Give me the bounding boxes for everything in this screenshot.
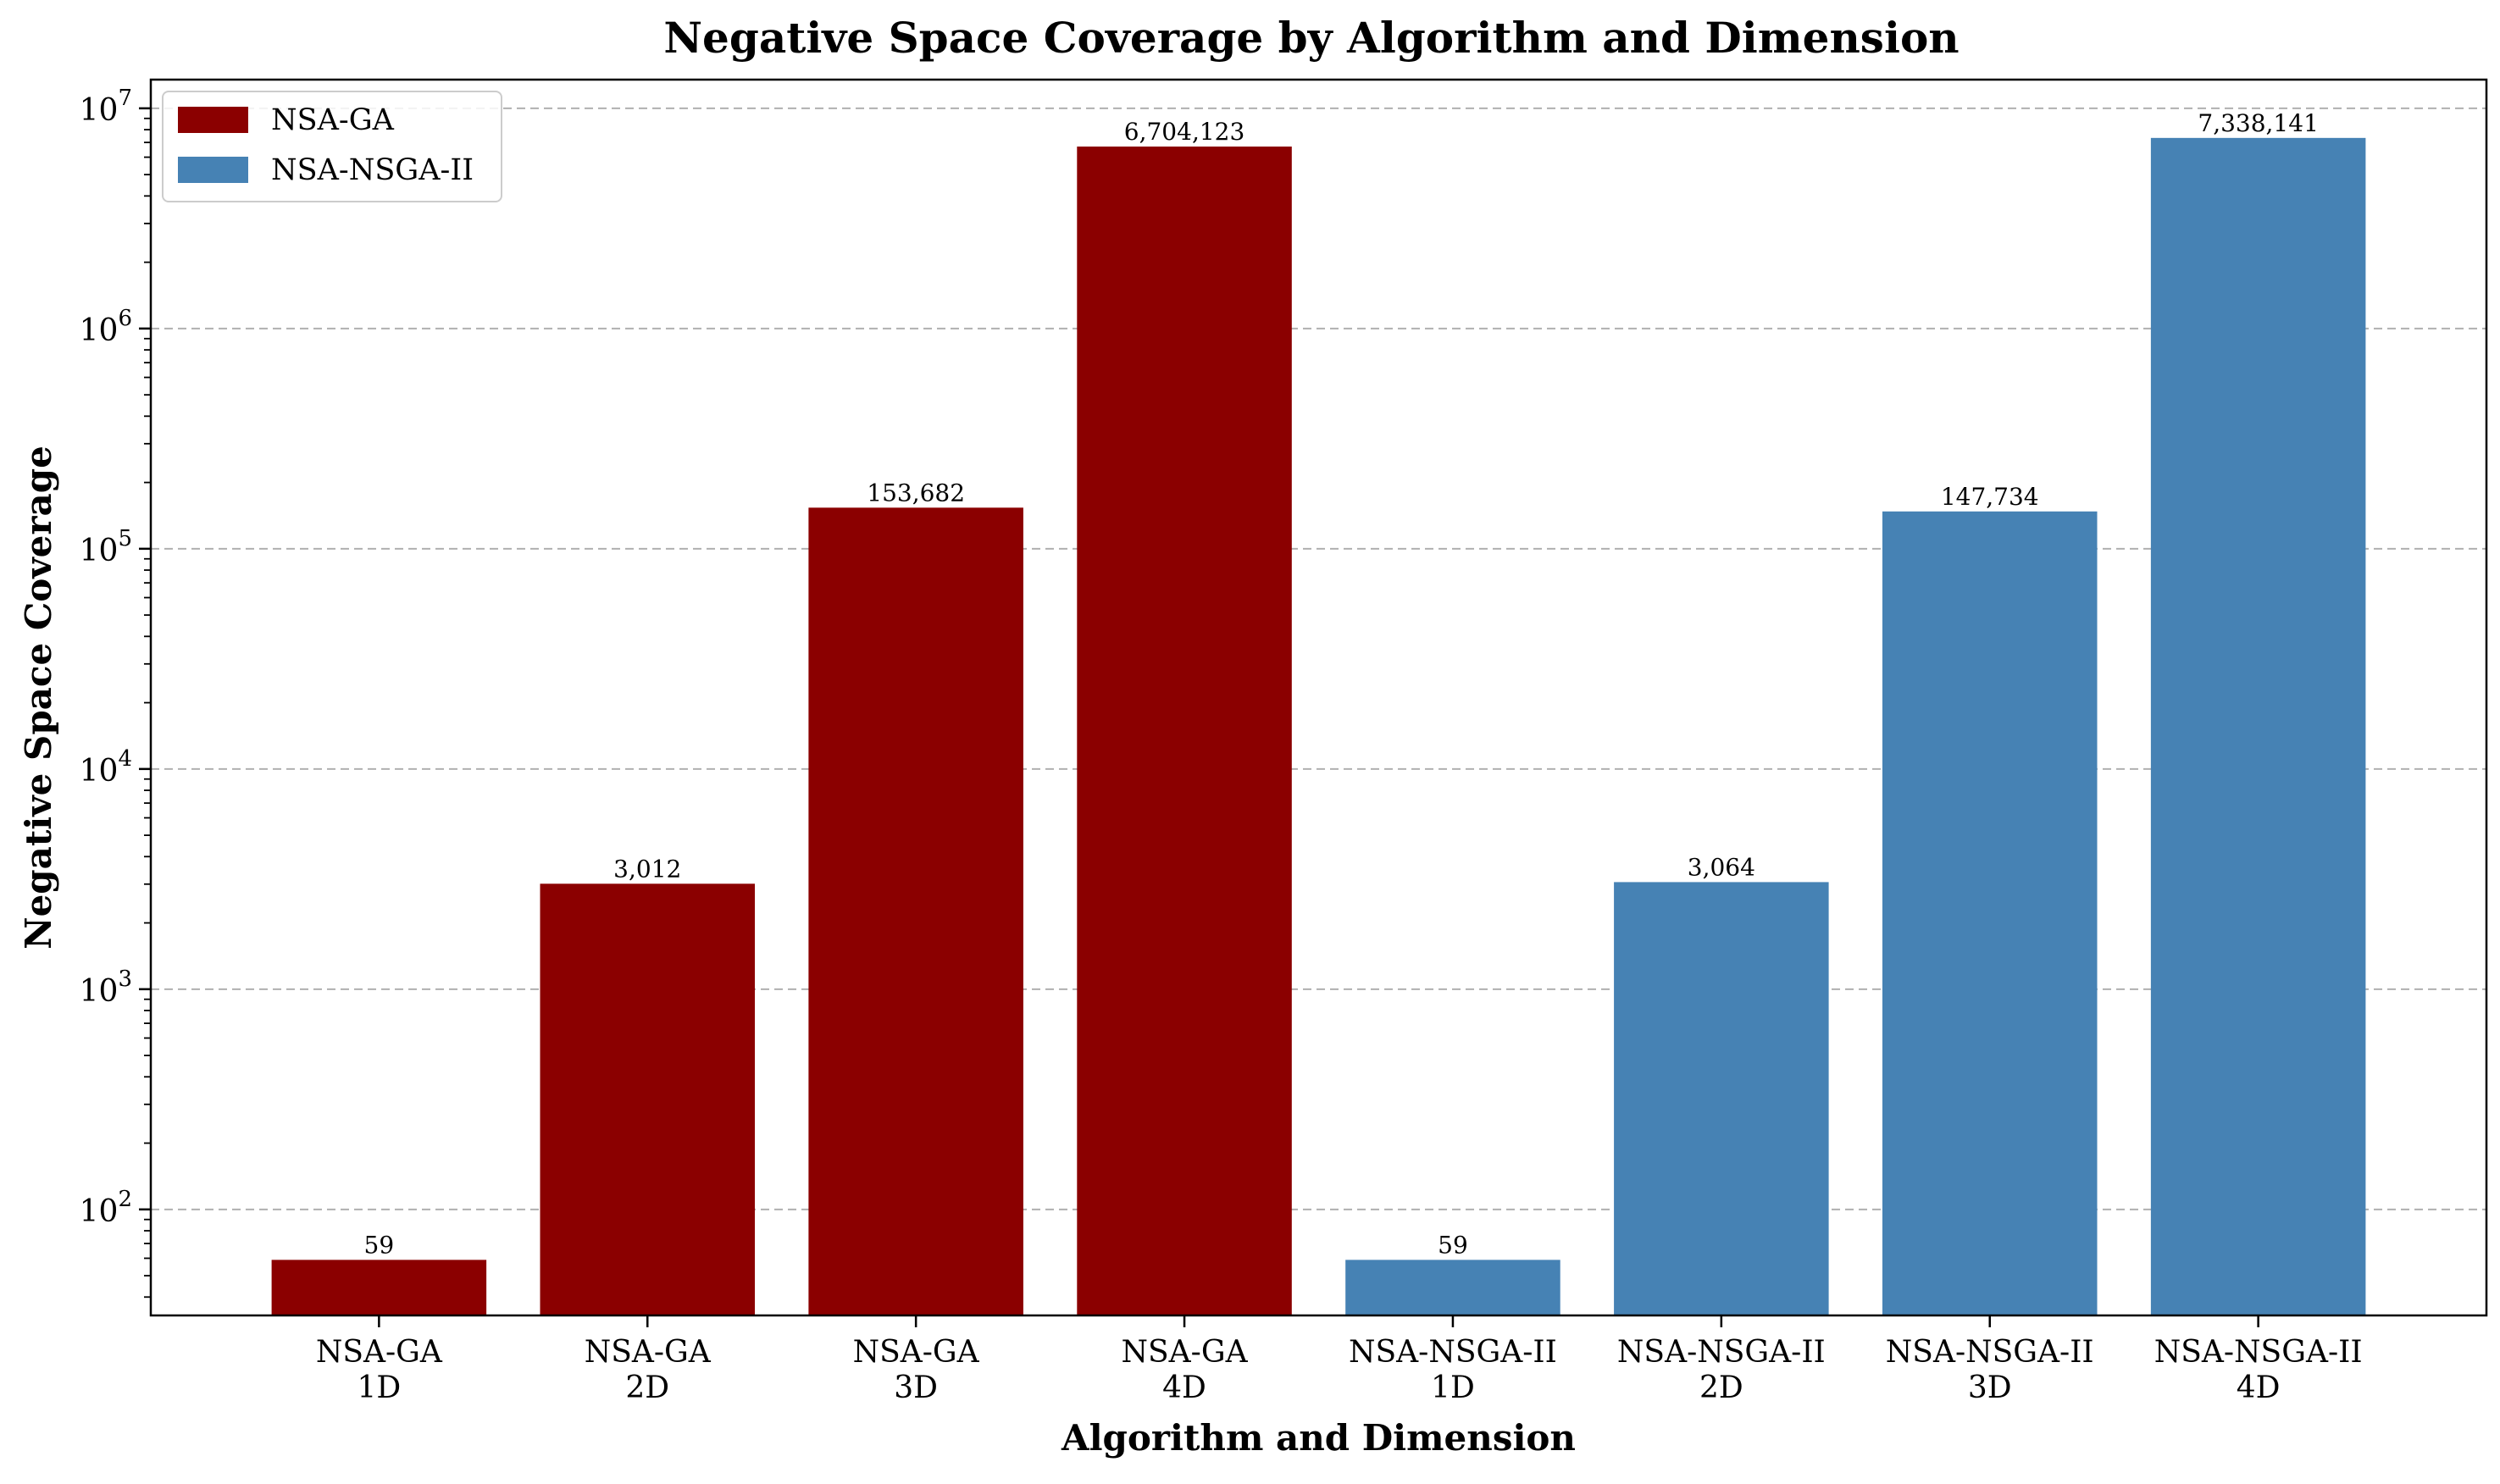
- x-tick-label: 3D: [1968, 1370, 2012, 1405]
- x-tick-label: NSA-GA: [585, 1335, 712, 1370]
- bar-value-label: 3,064: [1688, 853, 1755, 881]
- y-tick-label: 104: [80, 746, 132, 789]
- bar-value-label: 59: [364, 1231, 395, 1259]
- data-labels: 59 3,012 153,682 6,704,123 59 3,064 147,734 7,3…: [364, 109, 2319, 1260]
- x-tick-label: 1D: [357, 1370, 401, 1405]
- x-tick-label: 4D: [1162, 1370, 1206, 1405]
- y-tick-base: 10: [80, 313, 119, 348]
- bar-value-label: 153,682: [867, 479, 965, 507]
- y-tick-exponent: 7: [118, 86, 132, 111]
- bar-value-label: 3,012: [613, 855, 681, 883]
- y-tick-base: 10: [80, 974, 119, 1009]
- legend-label: NSA-NSGA-II: [271, 153, 474, 187]
- x-tick-label: NSA-GA: [1122, 1335, 1249, 1370]
- x-tick-label: NSA-NSGA-II: [1886, 1335, 2094, 1370]
- y-tick-base: 10: [80, 93, 119, 128]
- x-tick-label: NSA-NSGA-II: [1349, 1335, 1557, 1370]
- x-tick-label: NSA-GA: [853, 1335, 980, 1370]
- legend-label: NSA-GA: [271, 103, 395, 137]
- y-tick-label: 106: [80, 306, 132, 348]
- y-tick-label: 105: [80, 526, 132, 568]
- x-tick-label: 2D: [625, 1370, 669, 1405]
- bar-value-label: 147,734: [1941, 483, 2039, 511]
- bar: [2150, 137, 2366, 1316]
- y-tick-exponent: 4: [118, 746, 132, 772]
- x-tick-label: 2D: [1699, 1370, 1743, 1405]
- bar: [1345, 1260, 1560, 1315]
- bar: [1882, 511, 2098, 1315]
- bar: [1614, 882, 1829, 1315]
- bar: [1077, 147, 1292, 1315]
- y-tick-label: 107: [80, 86, 132, 128]
- y-tick-label: 102: [80, 1187, 132, 1229]
- x-axis-ticks: NSA-GA1DNSA-GA2DNSA-GA3DNSA-GA4DNSA-NSGA…: [316, 1315, 2363, 1405]
- x-tick-label: NSA-NSGA-II: [1617, 1335, 1826, 1370]
- y-tick-exponent: 6: [118, 306, 132, 331]
- y-tick-label: 103: [80, 966, 132, 1009]
- y-tick-base: 10: [80, 754, 119, 789]
- y-tick-exponent: 3: [118, 966, 132, 992]
- legend-swatch: [178, 157, 248, 183]
- x-tick-label: 4D: [2237, 1370, 2281, 1405]
- x-tick-label: 1D: [1431, 1370, 1475, 1405]
- bar-value-label: 59: [1438, 1231, 1468, 1259]
- bar-value-label: 6,704,123: [1124, 118, 1245, 146]
- y-tick-base: 10: [80, 534, 119, 568]
- bar-value-label: 7,338,141: [2198, 109, 2319, 137]
- y-tick-exponent: 2: [118, 1187, 132, 1212]
- bar: [540, 883, 756, 1315]
- y-axis-title: Negative Space Coverage: [18, 446, 59, 950]
- x-tick-label: 3D: [894, 1370, 938, 1405]
- bar: [271, 1260, 487, 1315]
- bar: [808, 507, 1023, 1315]
- x-tick-label: NSA-GA: [316, 1335, 443, 1370]
- x-axis-title: Algorithm and Dimension: [1061, 1417, 1576, 1459]
- y-tick-exponent: 5: [118, 526, 132, 551]
- x-tick-label: NSA-NSGA-II: [2154, 1335, 2363, 1370]
- plot-frame: [149, 78, 2488, 1317]
- legend-swatch: [178, 107, 248, 133]
- y-tick-base: 10: [80, 1194, 119, 1229]
- legend: NSA-GA NSA-NSGA-II: [162, 91, 502, 202]
- chart-title: Negative Space Coverage by Algorithm and…: [663, 13, 1959, 63]
- bars: [271, 137, 2366, 1316]
